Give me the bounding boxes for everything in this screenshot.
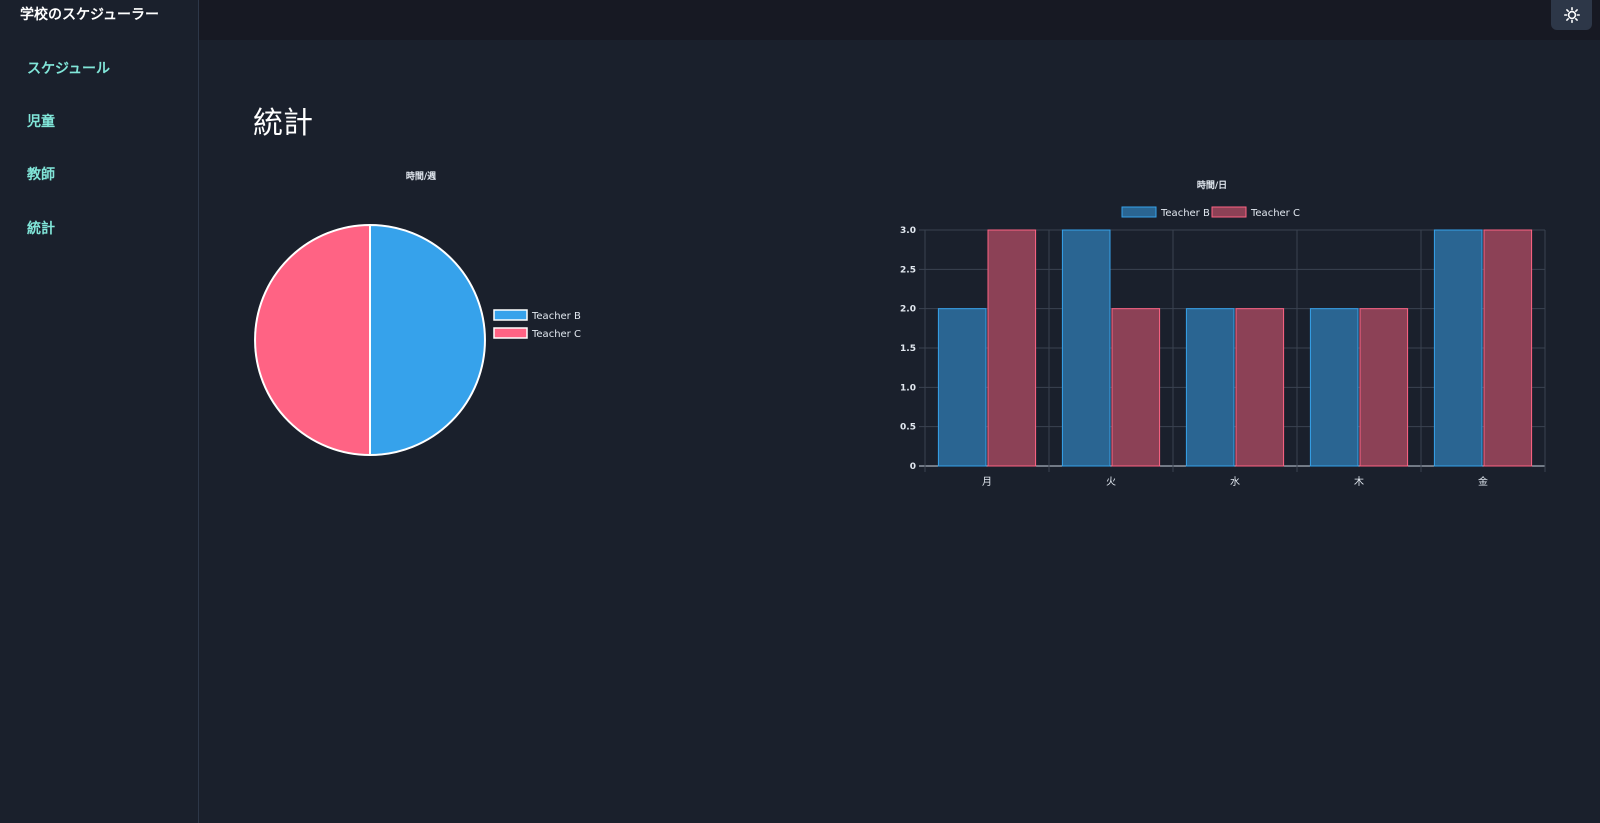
bar-teacher-b-3 [1309,308,1359,467]
sidebar-item-teachers[interactable]: 教師 [27,167,55,183]
sidebar: 学校のスケジューラー スケジュール 児童 教師 統計 [0,0,199,823]
x-tick-label: 金 [1478,475,1488,488]
y-tick-label: 0.5 [900,423,916,433]
sidebar-item-schedule[interactable]: スケジュール [27,61,111,77]
y-tick-label: 1.0 [900,383,916,393]
page-title: 統計 [253,106,313,141]
pie-slice-teacher-b [369,223,486,457]
sun-icon [1563,7,1580,23]
bar-teacher-b-0 [937,308,987,467]
bar-teacher-c-4 [1483,229,1533,467]
bar-teacher-c-2 [1235,308,1285,467]
y-tick-label: 3.0 [900,226,916,236]
bar-teacher-b-1 [1061,229,1111,467]
bar-teacher-b-4 [1433,229,1483,467]
legend-swatch-teacher-b [1121,206,1157,218]
y-tick-label: 0 [910,462,916,472]
legend-swatch-teacher-b [493,309,528,321]
daily-hours-bar-chart: 時間/日 Teacher B Teacher C 0 0.5 1.0 1.5 2.0 2.5 3.… [900,179,1546,488]
y-tick-label: 1.5 [900,344,916,354]
pie-chart-title: 時間/週 [406,170,437,182]
bar-teacher-b-2 [1185,308,1235,467]
app-title: 学校のスケジューラー [20,7,160,23]
x-tick-label: 月 [982,476,992,488]
legend-label: Teacher C [531,329,581,340]
legend-label: Teacher C [1250,208,1300,219]
bar-teacher-c-0 [987,229,1037,467]
x-tick-label: 木 [1354,476,1364,488]
x-tick-label: 水 [1230,476,1240,488]
legend-swatch-teacher-c [1211,206,1247,218]
y-tick-label: 2.5 [900,265,916,275]
legend-label: Teacher B [531,311,581,322]
pie-slice-teacher-c [254,223,371,457]
bar-teacher-c-1 [1111,308,1161,467]
weekly-hours-pie-chart: 時間/週 Teacher B Teacher C [254,170,581,457]
legend-swatch-teacher-c [493,327,528,339]
sidebar-item-children[interactable]: 児童 [27,114,55,130]
bar-chart-title: 時間/日 [1197,179,1227,191]
bar-teacher-c-3 [1359,308,1409,467]
sidebar-item-statistics[interactable]: 統計 [27,221,55,237]
x-tick-label: 火 [1106,476,1116,488]
y-tick-label: 2.0 [900,305,916,315]
top-bar [199,0,1600,40]
theme-toggle-button[interactable] [1551,0,1592,30]
legend-label: Teacher B [1160,208,1210,219]
